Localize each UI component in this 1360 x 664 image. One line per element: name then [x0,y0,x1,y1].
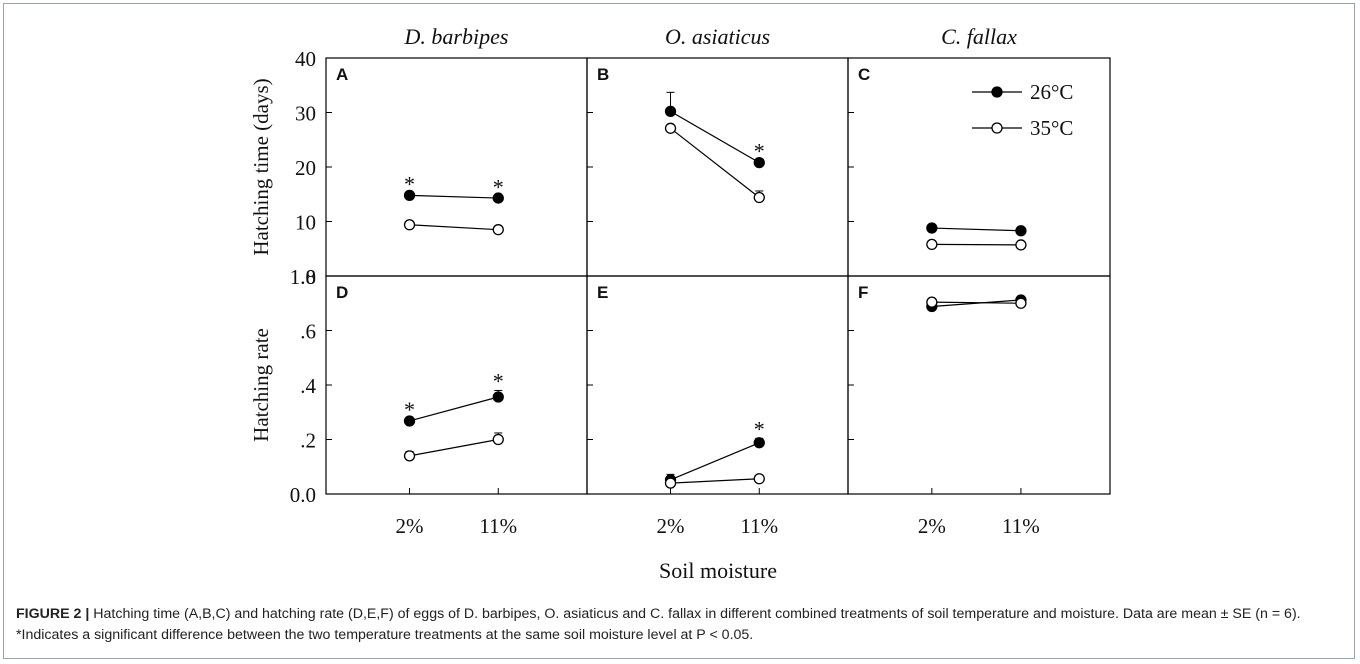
point-35c [492,433,504,446]
point-26c [753,156,765,169]
panel-frame [586,275,849,495]
point-26c [492,391,504,403]
significance-marker: * [754,138,765,163]
point-35c [492,224,504,236]
series-line [409,224,499,231]
point-35c [403,219,416,231]
y-tick-label: .8 [300,265,316,289]
y-axis-label: Hatching time (days) [249,78,273,255]
point-26c [926,222,938,234]
y-tick-label: 40 [295,47,316,71]
point-35c [753,473,765,485]
species-header: C. fallax [941,24,1017,49]
panel-letter: C [858,65,870,84]
figure-chart: D. barbipes O. asiaticus C. fallax 40 30 20 10… [249,24,1111,583]
y-tick-label: 1.0 [290,265,316,289]
point-35c [926,296,938,308]
series-line [409,438,499,457]
series-line [670,110,760,164]
y-tick-label: .4 [300,374,316,398]
legend-label: 26°C [1030,80,1073,104]
x-tick-label: 2% [396,514,424,538]
panel-letter: E [597,283,608,302]
y-tick-label: 0.0 [290,483,316,507]
point-35c [1015,297,1027,309]
point-35c [403,450,416,462]
panel-letter: A [336,65,348,84]
significance-marker: * [754,416,765,441]
series-line [670,442,760,481]
point-26c [403,415,416,427]
point-35c [926,238,938,251]
series-line [409,194,499,199]
x-tick-label: 11% [740,514,778,538]
panel-letter: D [336,283,348,302]
y-tick-label: .2 [300,429,316,453]
x-tick-label: 2% [918,514,946,538]
x-tick-label: 11% [1002,514,1040,538]
species-header: D. barbipes [404,24,509,49]
caption-label: FIGURE 2 | [16,606,90,622]
series-line [931,227,1021,232]
species-header: O. asiaticus [665,24,770,49]
panel-letter: B [597,65,609,84]
significance-marker: * [404,172,415,197]
figure-caption: FIGURE 2 | Hatching time (A,B,C) and hat… [16,604,1346,646]
legend-marker [991,86,1003,98]
legend-marker [991,122,1003,134]
x-axis-label: Soil moisture [659,558,777,583]
x-tick-label: 2% [657,514,685,538]
point-26c [403,189,416,201]
point-35c [753,191,765,204]
series-line [931,301,1021,304]
y-tick-label: 10 [295,211,316,235]
y-tick-label: 30 [295,102,316,126]
significance-marker: * [493,368,504,393]
y-tick-label: 20 [295,156,316,180]
y-tick-label: .6 [300,320,316,344]
point-26c [1015,225,1027,237]
point-35c [664,122,677,134]
series-line [670,478,760,484]
series-line [670,127,760,198]
panel-letter: F [858,283,868,302]
point-26c [664,105,677,118]
significance-marker: * [404,397,415,422]
point-26c [753,437,765,449]
panel-frame [325,275,588,495]
legend-label: 35°C [1030,116,1073,140]
point-35c [1015,239,1027,251]
y-axis-label: Hatching rate [249,328,273,442]
series-line [931,243,1021,246]
point-26c [492,192,504,204]
panel-frame [325,57,588,277]
figure-frame [3,3,1355,659]
point-35c [664,477,677,489]
panel-frame [586,57,849,277]
series-line [409,396,499,422]
caption-text: Hatching time (A,B,C) and hatching rate … [16,606,1301,643]
significance-marker: * [493,174,504,199]
x-tick-label: 11% [479,514,517,538]
panel-frame [847,275,1111,495]
